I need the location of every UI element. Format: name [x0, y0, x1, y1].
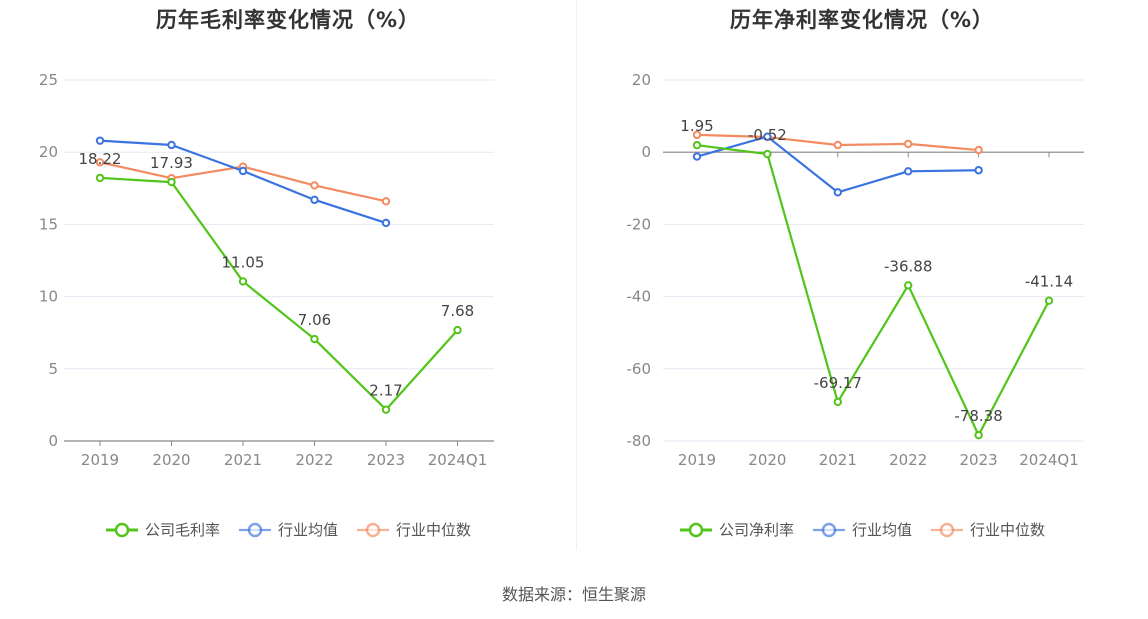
data-label: -78.38	[954, 407, 1002, 425]
series-line-company	[696, 144, 1050, 437]
legend-marker-icon	[238, 522, 271, 537]
data-point-company[interactable]	[95, 173, 105, 183]
data-point-company[interactable]	[974, 430, 983, 440]
gross-margin-chart: 历年毛利率变化情况（%） 0 5 10 15 20 25 2019 2020 2021 2022 2…	[0, 0, 576, 560]
data-point-industry_median[interactable]	[310, 181, 319, 190]
legend-label: 行业均值	[277, 521, 338, 539]
x-tick-label: 2021	[819, 451, 857, 469]
data-source: 数据来源：恒生聚源	[501, 585, 646, 604]
gross-margin-plot: 0 5 10 15 20 25 2019 2020 2021 2022 2023 2024Q1 18.2…	[39, 71, 494, 469]
x-tick-label: 2019	[678, 451, 716, 469]
data-point-industry_median[interactable]	[95, 158, 105, 167]
net-margin-plot: -80 -60 -40 -20 0 20 2019 2020 2021 2022 2023 2024Q…	[627, 71, 1084, 469]
data-point-company[interactable]	[763, 149, 772, 159]
data-point-industry_avg[interactable]	[904, 167, 913, 176]
data-label: -0.52	[748, 126, 787, 144]
data-point-industry_avg[interactable]	[95, 136, 105, 145]
y-tick-label: 15	[39, 215, 58, 233]
y-tick-label: 0	[641, 143, 651, 161]
chart-legend[interactable]: 公司毛利率 行业均值 行业中位数	[0, 519, 576, 540]
legend-marker-icon	[679, 522, 712, 537]
y-tick-label: -40	[627, 288, 652, 306]
data-point-company[interactable]	[310, 334, 319, 344]
series-line-industry_avg	[99, 139, 387, 225]
data-point-company[interactable]	[692, 140, 702, 150]
legend-marker-icon	[931, 522, 963, 537]
data-point-industry_avg[interactable]	[974, 166, 983, 175]
legend-label: 公司净利率	[718, 521, 794, 539]
data-point-industry_avg[interactable]	[381, 218, 391, 228]
data-label: -69.17	[814, 374, 862, 392]
data-point-industry_median[interactable]	[833, 140, 842, 150]
data-label: 11.05	[222, 253, 265, 271]
data-point-company[interactable]	[238, 277, 248, 286]
data-point-industry_median[interactable]	[381, 197, 391, 206]
x-tick-label: 2023	[960, 451, 998, 469]
x-tick-label: 2020	[748, 451, 786, 469]
data-point-company[interactable]	[833, 397, 842, 407]
x-tick-label: 2024Q1	[1019, 451, 1079, 469]
y-tick-label: 20	[632, 71, 651, 89]
data-label: 2.17	[369, 382, 402, 400]
y-tick-label: 10	[39, 288, 58, 306]
legend-item-industry_median[interactable]: 行业中位数	[930, 519, 1045, 540]
y-tick-label: 20	[39, 143, 58, 161]
data-label: -36.88	[884, 257, 932, 275]
net-margin-chart: 历年净利率变化情况（%） -80 -60 -40 -20 0 20 2019 2020 2021…	[576, 0, 1148, 560]
data-label: 7.68	[441, 302, 474, 320]
data-point-industry_median[interactable]	[904, 139, 913, 149]
data-point-industry_median[interactable]	[692, 130, 702, 140]
x-tick-label: 2021	[224, 451, 262, 469]
data-label: 1.95	[680, 117, 713, 135]
data-point-company[interactable]	[1044, 296, 1054, 305]
y-tick-label: 0	[48, 432, 58, 450]
legend-item-company[interactable]: 公司毛利率	[105, 519, 220, 540]
data-point-industry_avg[interactable]	[763, 132, 772, 141]
y-tick-label: -80	[627, 432, 652, 450]
legend-label: 公司毛利率	[144, 521, 220, 539]
legend-marker-icon	[812, 522, 845, 537]
data-point-industry_avg[interactable]	[833, 188, 842, 197]
y-tick-label: 25	[39, 71, 58, 89]
data-point-company[interactable]	[167, 177, 176, 187]
legend-item-industry_median[interactable]: 行业中位数	[356, 519, 471, 540]
data-point-industry_avg[interactable]	[692, 152, 702, 161]
legend-item-industry_avg[interactable]: 行业均值	[812, 519, 912, 540]
data-point-industry_median[interactable]	[974, 145, 983, 155]
legend-item-industry_avg[interactable]: 行业均值	[238, 519, 338, 540]
data-point-industry_avg[interactable]	[238, 166, 248, 176]
x-tick-label: 2020	[152, 451, 190, 469]
chart-legend[interactable]: 公司净利率 行业均值 行业中位数	[576, 519, 1148, 540]
data-point-company[interactable]	[904, 281, 913, 290]
y-tick-label: -20	[627, 215, 652, 233]
data-point-company[interactable]	[381, 405, 391, 414]
chart-title: 历年净利率变化情况（%）	[729, 8, 995, 32]
legend-label: 行业中位数	[396, 521, 472, 539]
panel-divider	[576, 0, 577, 550]
x-tick-label: 2019	[81, 451, 119, 469]
legend-item-company[interactable]: 公司净利率	[679, 519, 794, 540]
data-point-industry_avg[interactable]	[167, 140, 176, 150]
data-point-industry_avg[interactable]	[310, 195, 319, 205]
x-tick-label: 2022	[889, 451, 927, 469]
data-label: -41.14	[1025, 273, 1073, 291]
series-line-company	[99, 176, 459, 411]
data-label: 7.06	[298, 311, 331, 329]
y-tick-label: -60	[627, 360, 652, 378]
legend-marker-icon	[105, 522, 138, 537]
data-label: 18.22	[79, 150, 122, 168]
legend-label: 行业均值	[851, 521, 912, 539]
x-tick-label: 2024Q1	[428, 451, 488, 469]
x-tick-label: 2022	[295, 451, 333, 469]
chart-title: 历年毛利率变化情况（%）	[155, 8, 421, 32]
y-tick-label: 5	[48, 360, 58, 378]
data-label: 17.93	[150, 154, 193, 172]
x-tick-label: 2023	[367, 451, 405, 469]
legend-marker-icon	[357, 522, 389, 537]
legend-label: 行业中位数	[970, 521, 1046, 539]
data-point-company[interactable]	[453, 325, 462, 335]
